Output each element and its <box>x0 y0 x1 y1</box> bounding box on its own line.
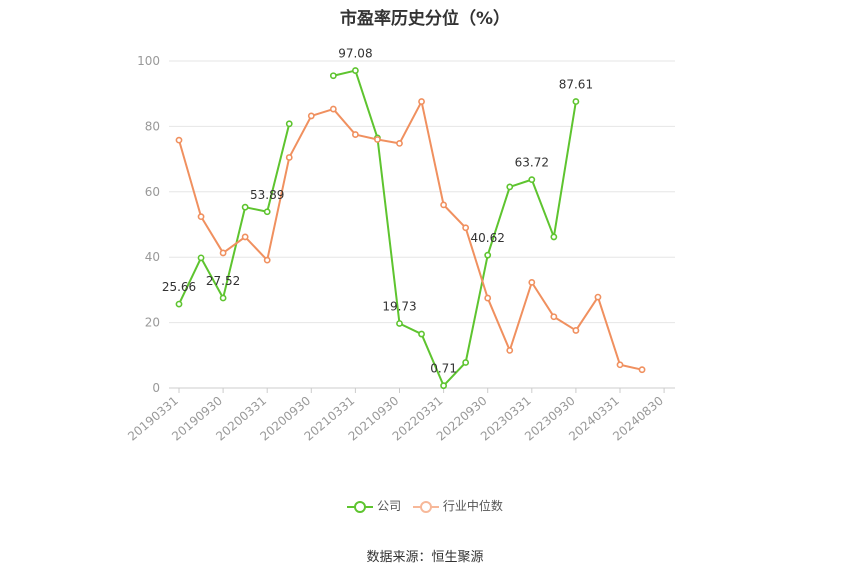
data-label: 97.08 <box>338 47 372 61</box>
data-point <box>440 382 447 390</box>
series-lines <box>175 67 646 390</box>
data-point <box>285 154 293 161</box>
data-point <box>550 313 558 321</box>
data-label: 87.61 <box>559 78 593 92</box>
data-labels: 25.66 27.52 53.89 97.08 19.73 0.71 40.62 63.72 8… <box>162 47 593 376</box>
legend-swatch-industry-median <box>412 500 439 514</box>
data-label: 53.89 <box>250 188 284 202</box>
data-point <box>374 136 381 143</box>
data-point <box>638 366 646 374</box>
y-tick-label: 20 <box>145 316 160 330</box>
data-point <box>197 254 205 262</box>
data-label: 25.66 <box>162 280 196 294</box>
data-point <box>572 98 580 105</box>
data-label: 40.62 <box>471 231 505 245</box>
data-point <box>241 233 249 241</box>
data-point <box>550 233 558 241</box>
series-line-segment <box>178 123 291 305</box>
chart-title: 市盈率历史分位（%） <box>339 9 511 29</box>
chart-plot: 0204060801002019033120190930202003312020… <box>125 47 675 444</box>
y-tick-label: 0 <box>152 381 160 395</box>
data-point <box>484 251 492 259</box>
data-point <box>263 256 271 264</box>
data-label: 0.71 <box>430 362 457 376</box>
data-point <box>506 346 514 354</box>
series-company <box>175 67 580 390</box>
data-point <box>263 208 271 216</box>
data-point <box>351 131 359 138</box>
data-point <box>285 120 293 128</box>
data-point <box>175 300 183 308</box>
series-industry-median <box>175 98 646 374</box>
data-source: 数据来源：恒生聚源 <box>366 550 484 565</box>
data-point <box>175 136 183 144</box>
data-point <box>329 105 337 113</box>
y-tick-label: 80 <box>145 119 160 133</box>
data-point <box>616 361 624 369</box>
data-point <box>572 327 580 334</box>
series-line-segment <box>178 100 643 371</box>
legend-item-industry-median[interactable]: 行业中位数 <box>412 497 503 514</box>
data-point <box>528 278 536 286</box>
data-label: 27.52 <box>206 274 240 288</box>
data-point <box>329 72 337 80</box>
data-point <box>418 330 425 338</box>
y-tick-label: 100 <box>137 54 160 68</box>
data-label: 63.72 <box>515 156 549 170</box>
legend: 公司 行业中位数 <box>0 497 850 514</box>
data-point <box>528 176 536 184</box>
data-point <box>396 320 403 327</box>
y-tick-label: 60 <box>145 185 160 199</box>
data-point <box>418 98 425 105</box>
series-line-segment <box>333 69 577 387</box>
data-point <box>440 201 447 209</box>
data-point <box>351 67 359 74</box>
legend-swatch-company <box>347 500 374 514</box>
legend-label-industry-median: 行业中位数 <box>442 499 503 513</box>
legend-label-company: 公司 <box>377 499 402 513</box>
grid-lines <box>169 60 675 389</box>
data-point <box>396 140 403 147</box>
data-point <box>594 293 602 301</box>
data-point <box>462 359 470 366</box>
data-point <box>197 213 205 221</box>
data-point <box>462 224 470 232</box>
legend-item-company[interactable]: 公司 <box>347 497 401 514</box>
data-point <box>307 112 315 120</box>
data-point <box>506 183 514 191</box>
axes: 0204060801002019033120190930202003312020… <box>125 54 666 444</box>
data-point <box>219 294 227 302</box>
data-point <box>484 294 492 302</box>
y-tick-label: 40 <box>145 250 160 264</box>
data-label: 19.73 <box>382 299 416 313</box>
data-point <box>219 249 227 257</box>
data-point <box>241 203 249 211</box>
